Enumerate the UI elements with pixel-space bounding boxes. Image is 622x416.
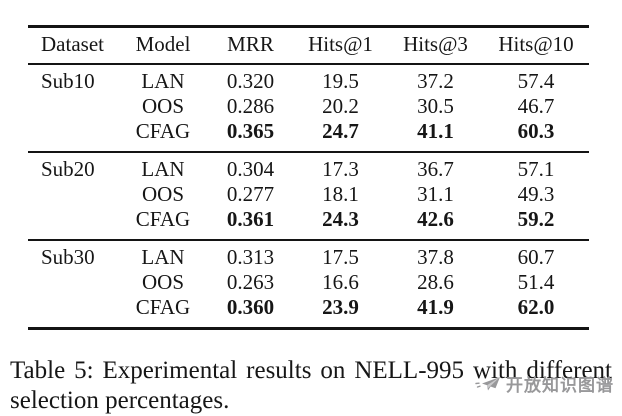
table-row: OOS 0.286 20.2 30.5 46.7: [28, 94, 589, 119]
col-header-model: Model: [135, 32, 191, 56]
table-row: OOS 0.277 18.1 31.1 49.3: [28, 182, 589, 207]
hits3-cell: 36.7: [417, 157, 454, 181]
hits10-cell: 51.4: [517, 270, 555, 294]
mrr-cell: 0.361: [226, 207, 275, 231]
paper-plane-icon: [475, 376, 501, 392]
mrr-cell: 0.320: [226, 69, 275, 93]
hits3-cell: 37.8: [417, 245, 454, 269]
dataset-cell-empty: [28, 207, 118, 240]
table-row: Sub20 LAN 0.304 17.3 36.7 57.1: [28, 152, 589, 182]
col-header-mrr: MRR: [227, 32, 274, 56]
mrr-cell: 0.277: [226, 182, 275, 206]
hits10-cell: 59.2: [517, 207, 555, 231]
watermark-text: 开放知识图谱: [506, 376, 614, 395]
group-sub20: Sub20 LAN 0.304 17.3 36.7 57.1 OOS 0.277…: [28, 152, 589, 240]
hits1-cell: 23.9: [322, 295, 359, 319]
header-row: Dataset Model MRR Hits@1 Hits@3 Hits@10: [28, 27, 589, 64]
dataset-cell: Sub20: [41, 157, 95, 181]
model-cell: LAN: [141, 245, 185, 269]
hits10-cell: 60.7: [517, 245, 555, 269]
table-row: Sub10 LAN 0.320 19.5 37.2 57.4: [28, 64, 589, 94]
model-cell: CFAG: [135, 295, 191, 319]
col-header-hits3: Hits@3: [403, 32, 468, 56]
hits1-cell: 24.3: [322, 207, 359, 231]
hits10-cell: 57.1: [517, 157, 555, 181]
hits3-cell: 41.9: [417, 295, 454, 319]
dataset-cell: Sub10: [41, 69, 95, 93]
mrr-cell: 0.360: [226, 295, 275, 319]
table-row: OOS 0.263 16.6 28.6 51.4: [28, 270, 589, 295]
hits1-cell: 19.5: [322, 69, 359, 93]
hits3-cell: 37.2: [417, 69, 454, 93]
model-cell: CFAG: [135, 207, 191, 231]
table-row: CFAG 0.360 23.9 41.9 62.0: [28, 295, 589, 329]
paper-page: Dataset Model MRR Hits@1 Hits@3 Hits@10 …: [10, 25, 614, 414]
dataset-cell-empty: [28, 94, 118, 119]
hits3-cell: 42.6: [417, 207, 454, 231]
hits3-cell: 41.1: [417, 119, 454, 143]
mrr-cell: 0.286: [226, 94, 275, 118]
col-header-hits1: Hits@1: [308, 32, 373, 56]
hits10-cell: 60.3: [517, 119, 555, 143]
table-row: CFAG 0.365 24.7 41.1 60.3: [28, 119, 589, 152]
mrr-cell: 0.263: [226, 270, 275, 294]
table-caption: Table 5: Experimental results on NELL-99…: [10, 357, 612, 414]
results-table: Dataset Model MRR Hits@1 Hits@3 Hits@10 …: [28, 25, 589, 330]
col-header-hits10: Hits@10: [498, 32, 574, 56]
mrr-cell: 0.313: [226, 245, 275, 269]
hits10-cell: 57.4: [517, 69, 555, 93]
hits1-cell: 17.3: [322, 157, 359, 181]
model-cell: LAN: [141, 157, 185, 181]
hits1-cell: 16.6: [322, 270, 359, 294]
model-cell: OOS: [141, 94, 184, 118]
hits1-cell: 18.1: [322, 182, 359, 206]
mrr-cell: 0.365: [226, 119, 275, 143]
table-row: CFAG 0.361 24.3 42.6 59.2: [28, 207, 589, 240]
table-row: Sub30 LAN 0.313 17.5 37.8 60.7: [28, 240, 589, 270]
dataset-cell-empty: [28, 295, 118, 329]
hits3-cell: 30.5: [417, 94, 454, 118]
dataset-cell-empty: [28, 270, 118, 295]
group-sub30: Sub30 LAN 0.313 17.5 37.8 60.7 OOS 0.263…: [28, 240, 589, 329]
model-cell: OOS: [141, 270, 184, 294]
model-cell: CFAG: [135, 119, 191, 143]
hits10-cell: 62.0: [517, 295, 555, 319]
dataset-cell: Sub30: [41, 245, 95, 269]
mrr-cell: 0.304: [226, 157, 275, 181]
hits1-cell: 24.7: [322, 119, 359, 143]
hits10-cell: 49.3: [517, 182, 555, 206]
hits1-cell: 17.5: [322, 245, 359, 269]
table-header: Dataset Model MRR Hits@1 Hits@3 Hits@10: [28, 27, 589, 64]
hits3-cell: 28.6: [417, 270, 454, 294]
hits1-cell: 20.2: [322, 94, 359, 118]
dataset-cell-empty: [28, 119, 118, 152]
group-sub10: Sub10 LAN 0.320 19.5 37.2 57.4 OOS 0.286…: [28, 64, 589, 152]
dataset-cell-empty: [28, 182, 118, 207]
model-cell: OOS: [141, 182, 184, 206]
hits10-cell: 46.7: [517, 94, 555, 118]
model-cell: LAN: [141, 69, 185, 93]
col-header-dataset: Dataset: [41, 32, 104, 56]
watermark: 开放知识图谱: [475, 371, 614, 396]
hits3-cell: 31.1: [417, 182, 454, 206]
